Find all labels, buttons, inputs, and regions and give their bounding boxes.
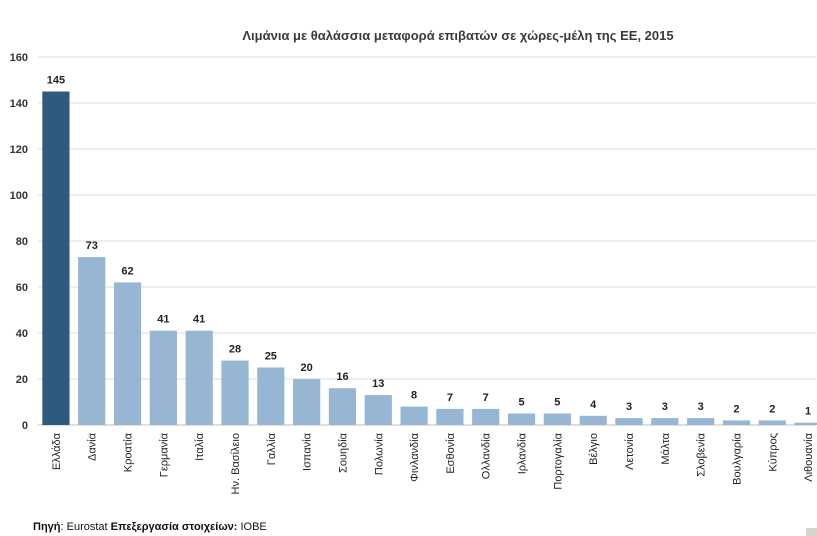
- data-label: 28: [229, 344, 241, 356]
- x-tick-label: Λετονία: [624, 432, 636, 470]
- data-label: 7: [447, 392, 453, 404]
- x-tick-label: Βέλγιο: [588, 433, 600, 465]
- y-tick-label: 40: [16, 328, 28, 340]
- processing-label: Επεξεργασία στοιχείων:: [110, 521, 238, 533]
- bar: [185, 330, 213, 425]
- x-tick-label: Ιταλία: [194, 432, 206, 461]
- y-tick-label: 80: [16, 236, 28, 248]
- y-tick-label: 120: [10, 144, 28, 156]
- x-tick-label: Σουηδία: [337, 432, 349, 473]
- data-label: 16: [336, 371, 348, 383]
- x-tick-label: Κροατία: [123, 432, 135, 472]
- x-tick-label: Φινλανδία: [409, 432, 421, 481]
- data-label: 3: [662, 401, 668, 413]
- bar: [78, 257, 106, 425]
- y-axis: 0 20 40 60 80 100 120 140 160: [10, 52, 28, 432]
- x-tick-label: Ισπανία: [302, 432, 314, 471]
- data-label: 25: [265, 351, 277, 363]
- bar: [400, 406, 428, 425]
- corner-mark: [806, 528, 817, 536]
- y-tick-label: 140: [10, 98, 28, 110]
- source-label: Πηγή: [33, 521, 61, 533]
- source-note: Πηγή: Eurostat Επεξεργασία στοιχείων: ΙΟ…: [33, 521, 267, 533]
- data-label: 5: [554, 397, 560, 409]
- bar: [687, 418, 715, 425]
- data-label: 4: [590, 399, 597, 411]
- bar: [507, 413, 536, 425]
- data-label: 20: [301, 362, 313, 374]
- data-label: 1: [805, 406, 811, 418]
- data-label: 62: [121, 265, 133, 277]
- bars: [42, 91, 817, 425]
- x-tick-label: Γαλλία: [266, 432, 278, 465]
- x-tick-label: Κύπρος: [767, 433, 779, 472]
- data-label: 73: [86, 240, 98, 252]
- x-tick-label: Εσθονία: [445, 432, 457, 473]
- bar: [472, 408, 500, 425]
- x-tick-label: Πορτογαλία: [552, 432, 564, 489]
- x-tick-label: Δανία: [87, 432, 99, 461]
- bar: [579, 415, 607, 425]
- data-label: 3: [698, 401, 704, 413]
- data-label: 8: [411, 390, 417, 402]
- y-tick-label: 60: [16, 282, 28, 294]
- x-tick-label: Πολωνία: [373, 432, 385, 475]
- bar: [149, 330, 177, 425]
- x-tick-label: Βουλγαρία: [731, 432, 743, 485]
- data-label: 41: [193, 314, 205, 326]
- bar: [794, 422, 817, 425]
- x-tick-label: Ιρλανδία: [517, 432, 529, 474]
- data-label: 3: [626, 401, 632, 413]
- x-tick-label: Ελλάδα: [51, 432, 63, 470]
- bar: [436, 408, 464, 425]
- bar: [615, 418, 643, 425]
- bar: [364, 395, 392, 425]
- bar: [293, 379, 321, 425]
- data-label: 41: [157, 314, 169, 326]
- bar: [758, 420, 786, 425]
- bar: [543, 413, 571, 425]
- data-label: 7: [483, 392, 489, 404]
- processing-value: ΙΟΒΕ: [237, 521, 267, 533]
- source-value: : Eurostat: [60, 521, 111, 533]
- bar: [328, 388, 357, 425]
- data-label: 13: [372, 378, 384, 390]
- bar: [113, 282, 142, 425]
- x-axis: Ελλάδα Δανία Κροατία Γερμανία Ιταλία Ην. Βασί…: [51, 432, 815, 494]
- x-tick-label: Λιθουανία: [803, 432, 815, 481]
- x-tick-label: Μάλτα: [660, 432, 672, 464]
- bar: [42, 91, 70, 425]
- y-tick-label: 160: [10, 52, 28, 64]
- y-tick-label: 100: [10, 190, 28, 202]
- data-label: 5: [518, 397, 524, 409]
- y-tick-label: 0: [22, 420, 28, 432]
- chart-title: Λιμάνια με θαλάσσια μεταφορά επιβατών σε…: [242, 28, 673, 43]
- data-label: 2: [769, 403, 775, 415]
- bar: [257, 367, 285, 425]
- x-tick-label: Ολλανδία: [481, 432, 493, 479]
- data-label: 145: [47, 75, 65, 87]
- x-tick-label: Ην. Βασίλειο: [230, 433, 242, 494]
- bar: [221, 360, 249, 425]
- data-labels: 145 73 62 41 41 28 25 20 16 13 8 7 7 5 5 4 3 3 3 2 2 1: [47, 75, 811, 418]
- bar: [722, 420, 751, 425]
- data-label: 2: [733, 403, 739, 415]
- x-tick-label: Σλοβενία: [696, 432, 708, 476]
- y-tick-label: 20: [16, 374, 28, 386]
- bar: [651, 418, 679, 425]
- x-tick-label: Γερμανία: [158, 432, 170, 477]
